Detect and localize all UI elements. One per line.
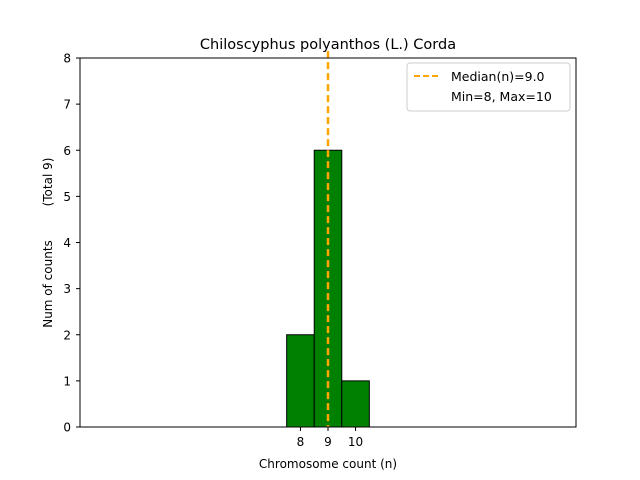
y-axis-total-label: (Total 9) <box>41 158 55 207</box>
x-axis-ticks: 8 9 10 <box>297 427 363 449</box>
legend-range-label: Min=8, Max=10 <box>451 89 552 104</box>
y-tick-label: 3 <box>63 282 71 296</box>
chart-title: Chiloscyphus polyanthos (L.) Corda <box>200 37 456 53</box>
y-tick-label: 8 <box>63 52 71 66</box>
y-axis-ticks: 0 1 2 3 4 5 6 7 8 <box>63 52 80 435</box>
y-tick-label: 1 <box>63 374 71 388</box>
y-tick-label: 7 <box>63 98 71 112</box>
legend-median-label: Median(n)=9.0 <box>451 69 545 84</box>
bar-8 <box>286 334 315 428</box>
legend: Median(n)=9.0 Min=8, Max=10 <box>406 62 571 112</box>
y-tick-label: 5 <box>63 190 71 204</box>
legend-box <box>406 62 571 112</box>
x-tick-label: 9 <box>324 435 332 449</box>
bar-10 <box>341 380 370 428</box>
y-tick-label: 2 <box>63 328 71 342</box>
y-tick-label: 6 <box>63 144 71 158</box>
y-tick-label: 0 <box>63 421 71 435</box>
x-tick-label: 10 <box>348 435 363 449</box>
x-tick-label: 8 <box>297 435 305 449</box>
x-axis-label: Chromosome count (n) <box>259 457 397 471</box>
y-axis-label: Num of counts <box>41 240 55 328</box>
y-tick-label: 4 <box>63 236 71 250</box>
